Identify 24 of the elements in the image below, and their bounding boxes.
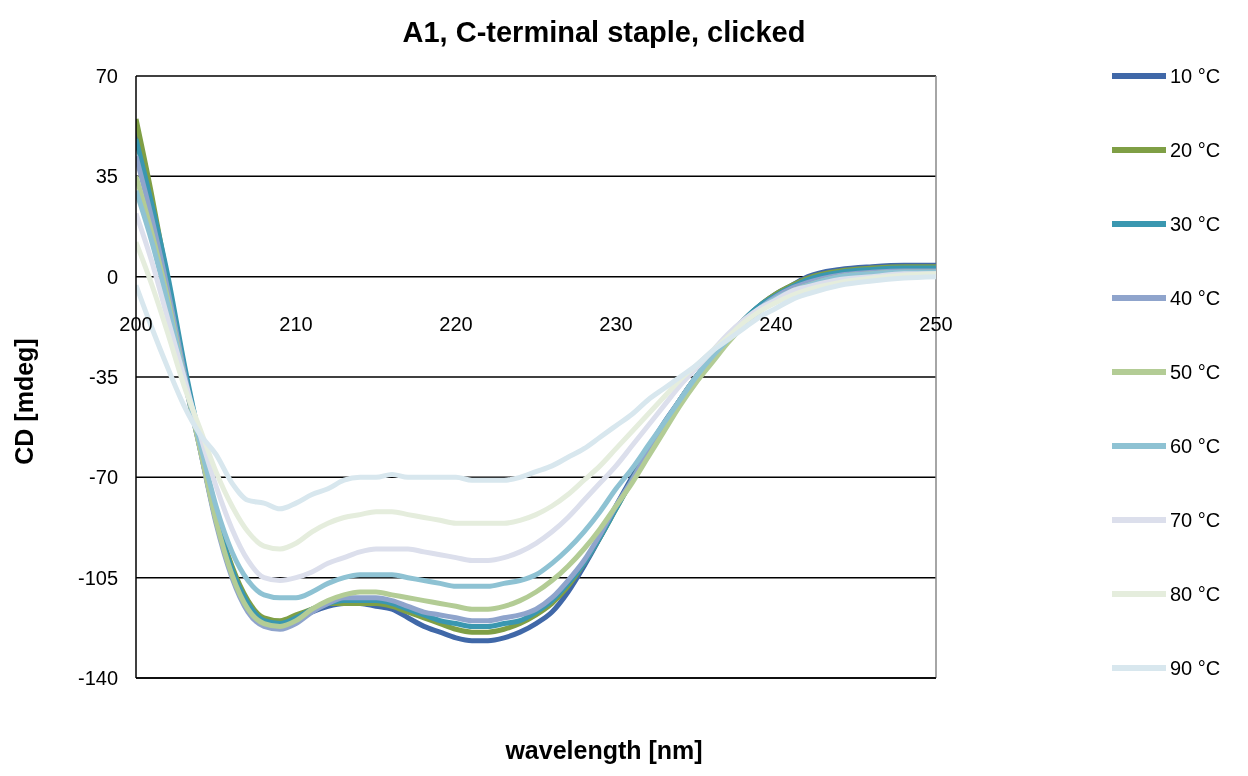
y-tick-label: -105 [77, 566, 118, 589]
x-tick-label: 230 [599, 313, 633, 335]
y-tick-label: 70 [95, 65, 118, 88]
chart-title: A1, C-terminal staple, clicked [401, 16, 807, 49]
y-tick-label: -140 [77, 667, 118, 690]
x-tick-label: 220 [439, 313, 473, 335]
x-tick-label: 210 [279, 313, 313, 335]
legend-label: 30 °C [1170, 212, 1221, 236]
legend-label: 70 °C [1170, 508, 1221, 532]
y-tick-label: -70 [89, 466, 118, 489]
x-tick-label: 240 [759, 313, 793, 335]
legend-label: 80 °C [1170, 582, 1221, 606]
legend-label: 40 °C [1170, 286, 1221, 310]
y-axis-title: CD [mdeg] [9, 336, 39, 467]
x-axis-title: wavelength [nm] [504, 736, 704, 765]
legend-label: 50 °C [1170, 360, 1221, 384]
y-tick-label: 35 [95, 165, 118, 188]
legend-label: 20 °C [1170, 138, 1221, 162]
legend-label: 60 °C [1170, 434, 1221, 458]
legend-label: 90 °C [1170, 656, 1221, 680]
y-tick-label: 0 [106, 265, 118, 288]
x-tick-label: 250 [919, 313, 953, 335]
legend-label: 10 °C [1170, 64, 1221, 88]
y-tick-label: -35 [89, 366, 118, 389]
